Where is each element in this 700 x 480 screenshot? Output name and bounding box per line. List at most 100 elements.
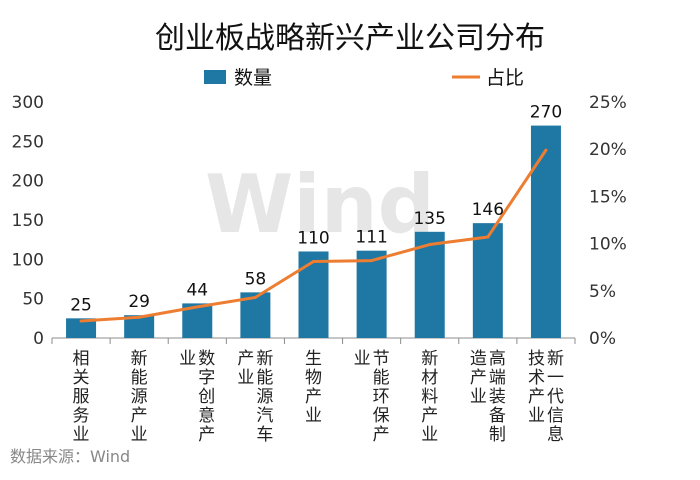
watermark: Wind xyxy=(205,158,435,251)
bar xyxy=(298,251,329,338)
category-label-char: 产 xyxy=(528,387,545,407)
category-label-char: 业 xyxy=(354,349,371,369)
category-label-char: 关 xyxy=(73,368,90,388)
y-left-tick-label: 150 xyxy=(12,211,44,231)
category-label-char: 业 xyxy=(131,425,148,445)
legend-swatch-bar xyxy=(204,70,226,84)
share-point xyxy=(137,315,141,319)
share-point xyxy=(370,259,374,263)
share-point xyxy=(79,319,83,323)
bar-value-label: 111 xyxy=(355,228,387,248)
category-label-char: 业 xyxy=(179,349,196,369)
category-label-char: 新 xyxy=(421,349,438,369)
share-point xyxy=(195,305,199,309)
bar xyxy=(356,250,387,338)
category-label-char: 源 xyxy=(256,387,273,407)
category-label-char: 产 xyxy=(305,387,322,407)
category-label-char: 制 xyxy=(489,425,506,445)
category-label-char: 生 xyxy=(305,349,322,369)
bar xyxy=(66,318,97,338)
category-label-char: 业 xyxy=(237,368,254,388)
source-note: 数据来源：Wind xyxy=(10,447,130,466)
category-label-char: 产 xyxy=(421,406,438,426)
y-right-tick-label: 15% xyxy=(589,187,627,207)
category-label-char: 务 xyxy=(73,406,90,426)
bar-value-label: 29 xyxy=(128,292,150,312)
y-left-tick-label: 200 xyxy=(12,172,44,192)
category-label-char: 一 xyxy=(547,368,564,388)
category-label-char: 业 xyxy=(528,406,545,426)
legend-label-line: 占比 xyxy=(486,67,524,89)
category-label-char: 字 xyxy=(198,368,215,388)
y-right-tick-label: 25% xyxy=(589,93,627,113)
category-label-char: 产 xyxy=(470,368,487,388)
share-point xyxy=(486,235,490,239)
y-left-tick-label: 0 xyxy=(33,329,44,349)
share-point xyxy=(253,295,257,299)
category-label-char: 车 xyxy=(256,425,273,445)
share-point xyxy=(428,243,432,247)
category-label-char: 汽 xyxy=(256,406,273,426)
y-right-tick-label: 20% xyxy=(589,140,627,160)
category-label-char: 能 xyxy=(373,368,390,388)
category-label-char: 产 xyxy=(373,425,390,445)
bar-value-label: 135 xyxy=(413,209,445,229)
category-label-char: 代 xyxy=(547,387,564,407)
bar-value-label: 44 xyxy=(186,280,208,300)
chart-title: 创业板战略新兴产业公司分布 xyxy=(155,21,545,56)
category-label-char: 能 xyxy=(256,368,273,388)
bar xyxy=(530,125,561,338)
category-label-char: 新 xyxy=(547,349,564,369)
category-label-char: 材 xyxy=(421,368,438,388)
category-label-char: 术 xyxy=(528,368,545,388)
bar-value-label: 58 xyxy=(245,269,267,289)
category-label-char: 业 xyxy=(470,387,487,407)
category-label-char: 装 xyxy=(489,387,506,407)
y-left-tick-label: 50 xyxy=(22,290,44,310)
category-label-char: 业 xyxy=(421,425,438,445)
category-label-char: 物 xyxy=(305,368,322,388)
category-label-char: 意 xyxy=(198,406,215,426)
category-label-char: 产 xyxy=(198,425,215,445)
category-label-char: 保 xyxy=(373,406,390,426)
legend: 数量 占比 xyxy=(204,67,524,89)
share-point xyxy=(312,260,315,264)
category-label-char: 技 xyxy=(528,349,545,369)
bar-value-label: 146 xyxy=(472,200,504,220)
line-series xyxy=(79,148,548,323)
bar xyxy=(472,223,503,338)
category-label-char: 源 xyxy=(131,387,148,407)
category-label-char: 能 xyxy=(131,368,148,388)
category-label-char: 数 xyxy=(198,349,215,369)
category-label-char: 息 xyxy=(547,425,564,445)
category-label-char: 产 xyxy=(237,349,254,369)
category-label-char: 业 xyxy=(73,425,90,445)
y-right-tick-label: 0% xyxy=(589,329,616,349)
y-left-tick-label: 100 xyxy=(12,250,44,270)
category-label-char: 产 xyxy=(131,406,148,426)
legend-label-bar: 数量 xyxy=(234,67,272,89)
axes: 0 50 100 150 200 250 300 0% 5% 10% 15% 20% 25% xyxy=(12,93,627,349)
category-label-char: 料 xyxy=(421,387,438,407)
category-label-char: 环 xyxy=(373,387,390,407)
share-point xyxy=(544,148,548,152)
category-label-char: 新 xyxy=(256,349,273,369)
y-right-tick-label: 10% xyxy=(589,235,627,255)
bar-value-label: 270 xyxy=(530,103,562,123)
category-label-char: 节 xyxy=(373,349,390,369)
bar-value-label: 25 xyxy=(70,295,92,315)
category-label-char: 端 xyxy=(489,368,506,388)
category-label-char: 新 xyxy=(131,349,148,369)
category-label-char: 服 xyxy=(73,387,90,407)
bar xyxy=(414,231,445,338)
